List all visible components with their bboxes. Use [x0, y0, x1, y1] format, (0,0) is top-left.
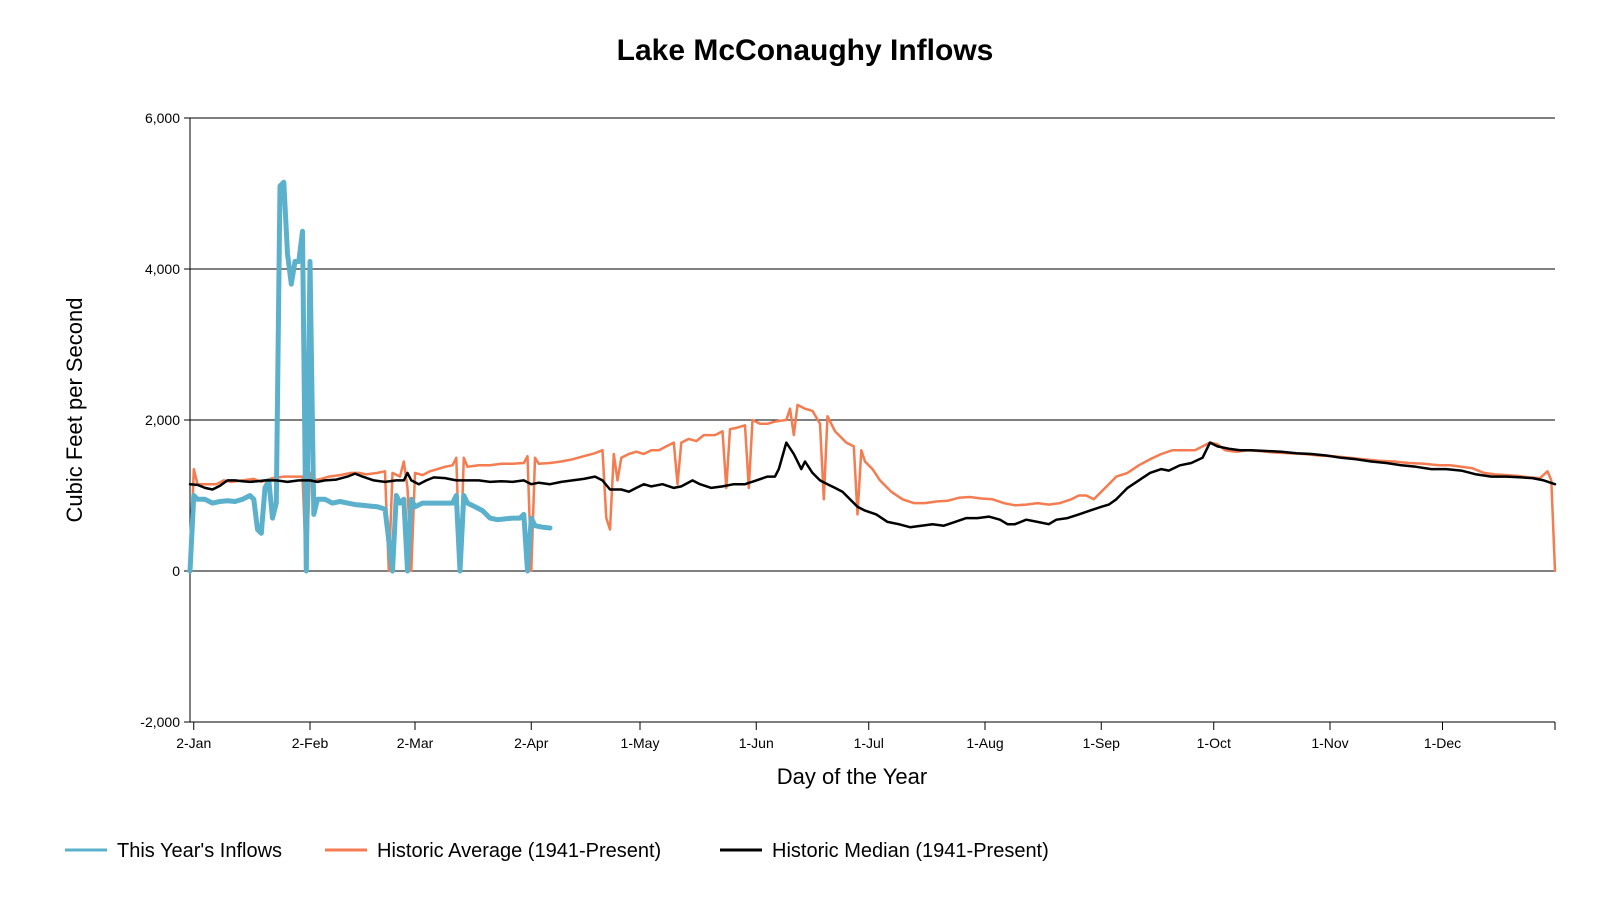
y-tick-label: 4,000 — [145, 261, 180, 277]
x-tick-label: 2-Apr — [514, 735, 549, 751]
series-lines — [187, 179, 1557, 574]
x-axis-label: Day of the Year — [777, 764, 927, 789]
x-tick-label: 2-Mar — [397, 735, 434, 751]
series-line-historic-average-1941-present — [188, 403, 1557, 573]
y-tick-label: -2,000 — [140, 714, 180, 730]
x-tick-label: 1-Jul — [854, 735, 884, 751]
y-axis-label: Cubic Feet per Second — [62, 297, 87, 522]
y-tick-labels: -2,000 0 2,000 4,000 6,000 — [140, 110, 180, 730]
grid-lines — [190, 117, 1555, 572]
x-tick-label: 1-Aug — [966, 735, 1003, 751]
legend-label: This Year's Inflows — [117, 840, 282, 862]
y-tick-label: 0 — [172, 563, 180, 579]
legend-label: Historic Average (1941-Present) — [377, 840, 661, 862]
series-line-this-year-s-inflows — [187, 179, 553, 574]
y-tick-label: 2,000 — [145, 412, 180, 428]
legend: This Year's Inflows Historic Average (194… — [65, 840, 1049, 862]
x-tick-label: 1-Nov — [1311, 735, 1348, 751]
x-tick-label: 1-Sep — [1083, 735, 1121, 751]
axes — [184, 117, 1556, 730]
x-tick-label: 2-Feb — [292, 735, 329, 751]
x-tick-label: 1-Oct — [1197, 735, 1231, 751]
y-tick-label: 6,000 — [145, 110, 180, 126]
legend-label: Historic Median (1941-Present) — [772, 840, 1049, 862]
x-tick-label: 2-Jan — [176, 735, 211, 751]
x-tick-labels: 2-Jan 2-Feb 2-Mar 2-Apr 1-May 1-Jun 1-Jul 1-Aug… — [176, 735, 1461, 751]
x-tick-label: 1-May — [621, 735, 660, 751]
x-tick-label: 1-Jun — [739, 735, 774, 751]
series-line-historic-median-1941-present — [188, 441, 1557, 529]
x-tick-label: 1-Dec — [1424, 735, 1461, 751]
chart-title: Lake McConaughy Inflows — [617, 34, 994, 67]
